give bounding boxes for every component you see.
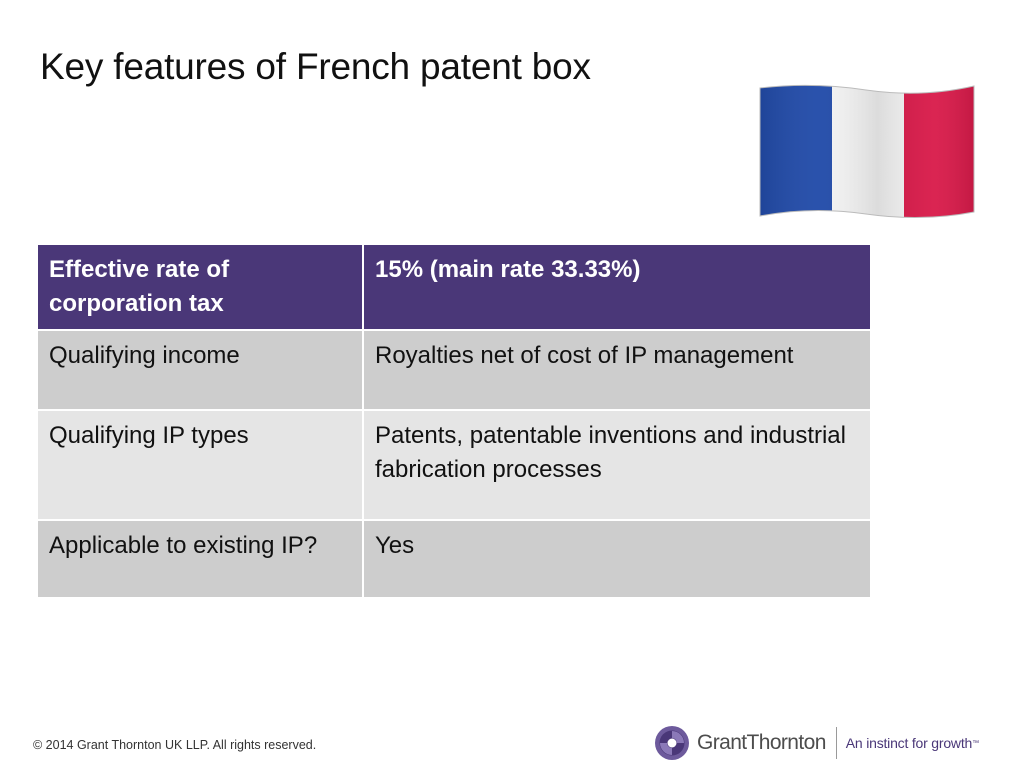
table-cell-value: Royalties net of cost of IP management [362,329,872,411]
trademark-mark: ™ [972,739,980,747]
france-flag-icon [759,84,975,219]
table-cell-label: Qualifying income [36,329,364,411]
copyright-footer: © 2014 Grant Thornton UK LLP. All rights… [33,738,317,752]
brand-logo: GrantThornton An instinct for growth ™ [654,724,994,762]
table-row: Qualifying income Royalties net of cost … [36,329,872,411]
table-header-row: Effective rate of corporation tax 15% (m… [36,243,872,331]
features-table: Effective rate of corporation tax 15% (m… [36,243,872,599]
table-cell-label: Applicable to existing IP? [36,519,364,599]
table-row: Qualifying IP types Patents, patentable … [36,409,872,521]
grant-thornton-logo-icon [655,726,689,760]
page-title: Key features of French patent box [40,46,591,87]
table-cell-value: Patents, patentable inventions and indus… [362,409,872,521]
table-cell-label: Qualifying IP types [36,409,364,521]
brand-name: GrantThornton [697,731,826,754]
brand-tagline: An instinct for growth [845,735,973,751]
table-cell-value: 15% (main rate 33.33%) [362,243,872,331]
table-cell-value: Yes [362,519,872,599]
brand-divider [835,727,837,759]
table-row: Applicable to existing IP? Yes [36,519,872,599]
table-cell-label: Effective rate of corporation tax [36,243,364,331]
